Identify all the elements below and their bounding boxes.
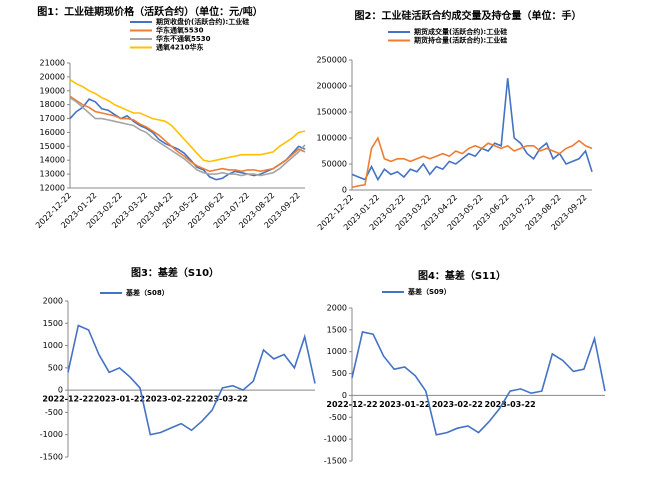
- series-line: [351, 78, 593, 182]
- legend-label: 基差（S09）: [407, 287, 451, 296]
- y-tick-label: 13000: [40, 170, 65, 179]
- y-tick-label: 150000: [316, 108, 347, 117]
- y-tick-label: 1000: [327, 347, 347, 356]
- series-line: [351, 136, 593, 189]
- chart-title: 图2：工业硅活跃合约成交量及持仓量（单位：手）: [355, 9, 582, 22]
- legend-label: 华东通氧5530: [156, 26, 204, 35]
- y-tick-label: -1000: [324, 435, 347, 444]
- y-tick-label: 20000: [40, 72, 65, 81]
- y-tick-label: 16000: [40, 128, 65, 137]
- y-tick-label: 1500: [327, 325, 347, 334]
- series-line: [69, 79, 306, 163]
- x-tick-label: 2022-12-22: [326, 400, 377, 409]
- legend-label: 通氧4210华东: [156, 43, 203, 52]
- x-tick-label: 2023-03-22: [197, 395, 248, 404]
- y-tick-label: 200000: [316, 82, 347, 91]
- y-tick-label: 0: [342, 391, 347, 400]
- x-tick-label: 2022-12-22: [42, 395, 93, 404]
- y-tick-label: 2000: [327, 304, 347, 313]
- x-tick-label: 2023-03-22: [485, 400, 536, 409]
- chart-title: 图3：基差（S10）: [131, 266, 219, 279]
- y-tick-label: -1500: [324, 457, 347, 466]
- y-tick-label: 500: [332, 369, 347, 378]
- x-tick-label: 2023-02-22: [432, 400, 483, 409]
- x-tick-label: 2023-01-22: [379, 400, 430, 409]
- y-tick-label: 18000: [40, 100, 65, 109]
- y-tick-label: -1500: [40, 453, 63, 462]
- legend-label: 基差（S08）: [125, 288, 169, 297]
- legend-label: 华东不通氧5530: [156, 34, 211, 43]
- y-tick-label: 0: [58, 386, 63, 395]
- y-tick-label: -500: [329, 413, 347, 422]
- y-tick-label: 21000: [40, 59, 65, 68]
- y-tick-label: 19000: [40, 86, 65, 95]
- chart-title: 图1：工业硅期现价格（活跃合约）（单位：元/吨）: [37, 5, 263, 18]
- y-tick-label: 1500: [43, 319, 63, 328]
- y-tick-label: 2000: [43, 297, 63, 306]
- y-tick-label: -500: [45, 408, 63, 417]
- series-line: [351, 331, 606, 436]
- series-line: [69, 98, 306, 181]
- legend-label: 期货持仓量(活跃合约):工业硅: [414, 36, 507, 45]
- y-tick-label: 1000: [43, 341, 63, 350]
- y-tick-label: 0: [342, 186, 347, 195]
- x-tick-label: 2023-02-22: [145, 395, 196, 404]
- y-tick-label: 14000: [40, 156, 65, 165]
- legend-label: 期货成交量(活跃合约):工业硅: [414, 27, 507, 36]
- y-tick-label: 50000: [322, 160, 347, 169]
- y-tick-label: 15000: [40, 142, 65, 151]
- series-line: [69, 97, 306, 177]
- y-tick-label: 250000: [316, 56, 347, 65]
- y-tick-label: 100000: [316, 134, 347, 143]
- y-tick-label: 500: [48, 363, 63, 372]
- y-tick-label: 17000: [40, 114, 65, 123]
- y-tick-label: 12000: [40, 184, 65, 193]
- x-tick-label: 2023-01-22: [94, 395, 145, 404]
- series-line: [67, 324, 316, 436]
- legend-label: 期货收盘价(活跃合约):工业硅: [156, 17, 249, 26]
- chart-title: 图4：基差（S11）: [418, 269, 506, 282]
- y-tick-label: -1000: [40, 430, 63, 439]
- series-line: [69, 95, 306, 173]
